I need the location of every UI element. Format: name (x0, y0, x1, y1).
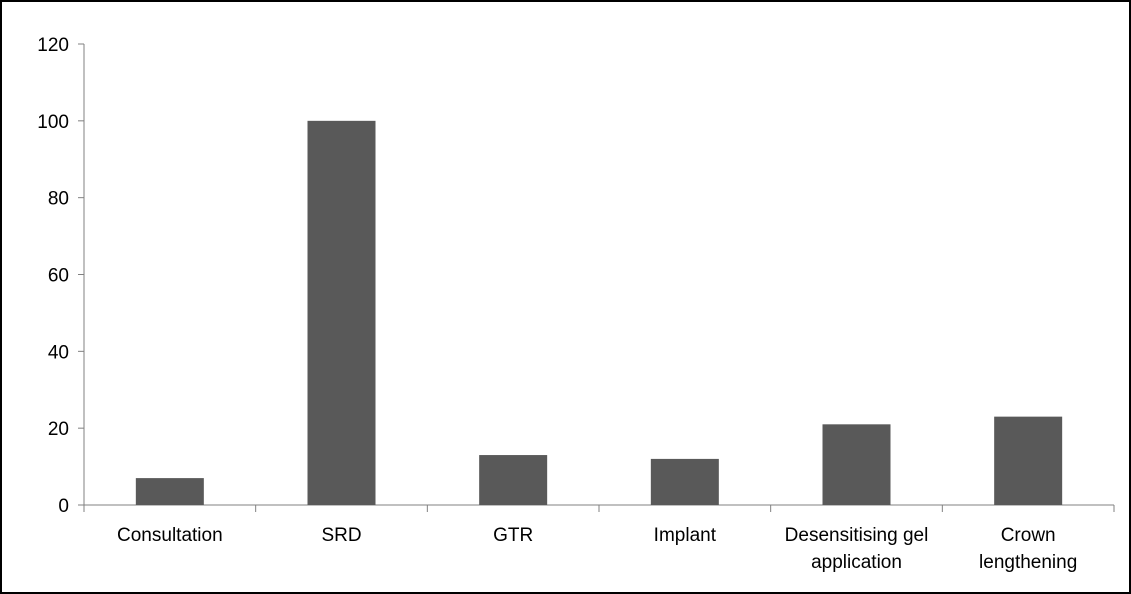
y-tick-label: 20 (48, 419, 69, 440)
bar (135, 478, 204, 505)
category-labels: Consultation SRD GTR Implant Desensitising g… (117, 525, 1077, 573)
x-tick-label-line: SRD (321, 525, 361, 546)
bars (135, 120, 1063, 505)
x-tick-label: Implant (654, 525, 717, 546)
x-tick-label: Consultation (117, 525, 223, 546)
x-tick-label-line: application (811, 552, 902, 573)
y-tick-label: 120 (37, 35, 69, 56)
x-tick-label: GTR (493, 525, 533, 546)
x-tick-label-line: lengthening (979, 552, 1077, 573)
x-tick-label-line: Consultation (117, 525, 223, 546)
y-tick-label: 40 (48, 342, 69, 363)
x-axis (83, 504, 1115, 512)
x-tick-label: SRD (321, 525, 361, 546)
y-tick-label: 0 (58, 496, 69, 517)
x-tick-label-line: Crown (1001, 525, 1056, 546)
x-tick-label-line: Desensitising gel (785, 525, 929, 546)
bar (822, 424, 891, 505)
y-tick-label: 80 (48, 189, 69, 210)
y-tick-label: 100 (37, 112, 69, 133)
x-tick-label: Desensitising gel application (785, 525, 929, 573)
y-tick-label: 60 (48, 266, 69, 287)
bar (650, 458, 719, 505)
y-axis: 0 20 40 60 80 100 120 (37, 35, 85, 517)
x-tick-label-line: GTR (493, 525, 533, 546)
x-tick-label-line: Implant (654, 525, 717, 546)
bar (994, 416, 1063, 505)
x-tick-label: Crown lengthening (979, 525, 1077, 573)
bar (307, 120, 376, 505)
bar (479, 455, 548, 505)
